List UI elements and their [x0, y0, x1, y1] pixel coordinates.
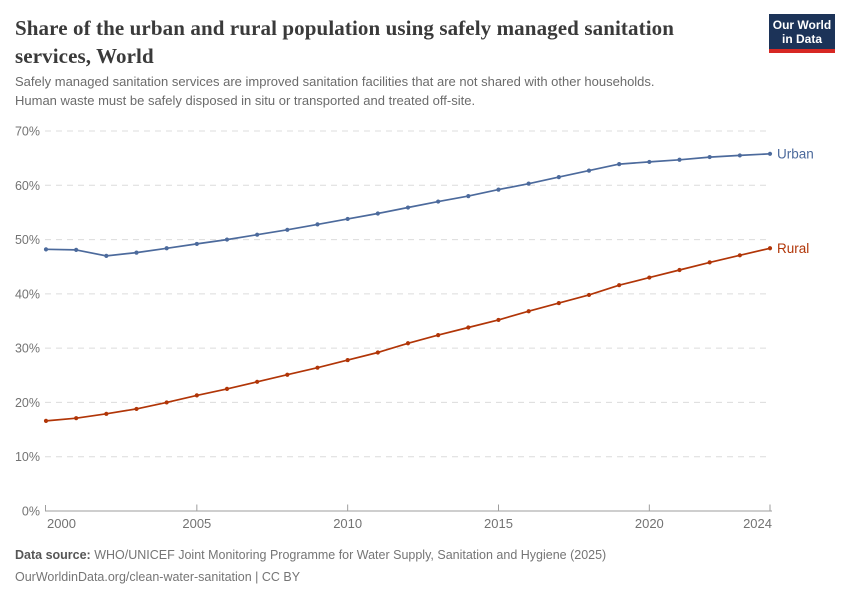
- urban-point-2004[interactable]: [164, 246, 169, 251]
- data-source-line: Data source: WHO/UNICEF Joint Monitoring…: [15, 547, 606, 563]
- urban-point-2006[interactable]: [224, 237, 230, 242]
- rural-line-series[interactable]: [45, 247, 771, 422]
- subtitle-line-2: Human waste must be safely disposed in s…: [15, 93, 476, 108]
- x-axis-label-2010: 2010: [333, 516, 362, 531]
- x-axis-label-2005: 2005: [182, 516, 211, 531]
- rural-point-2024[interactable]: [767, 246, 773, 251]
- chart-subtitle: Safely managed sanitation services are i…: [15, 72, 795, 110]
- rural-point-2004[interactable]: [164, 400, 169, 405]
- data-source-label: Data source:: [15, 548, 91, 562]
- urban-point-2021[interactable]: [677, 157, 682, 162]
- y-axis-label-40: 40%: [15, 287, 40, 301]
- rural-point-2016[interactable]: [526, 309, 531, 314]
- rural-point-2017[interactable]: [556, 300, 561, 306]
- owid-logo[interactable]: Our World in Data: [769, 14, 835, 53]
- y-axis-label-0: 0%: [22, 505, 40, 519]
- rural-point-2010[interactable]: [345, 357, 350, 363]
- urban-point-2009[interactable]: [315, 222, 320, 227]
- y-axis-label-20: 20%: [15, 396, 40, 410]
- urban-point-2000[interactable]: [43, 247, 49, 252]
- x-axis-label-2020: 2020: [635, 516, 664, 531]
- owid-logo-line-2: in Data: [781, 32, 822, 46]
- owid-logo-line-1: Our World: [772, 18, 832, 32]
- subtitle-line-1: Safely managed sanitation services are i…: [15, 74, 655, 89]
- title-line-1: Share of the urban and rural population …: [15, 16, 675, 40]
- rural-point-2000[interactable]: [43, 418, 49, 423]
- urban-point-2024[interactable]: [767, 151, 773, 156]
- data-source-text: WHO/UNICEF Joint Monitoring Programme fo…: [90, 548, 607, 562]
- urban-point-2008[interactable]: [285, 227, 290, 232]
- rural-point-2009[interactable]: [315, 365, 320, 370]
- urban-point-2005[interactable]: [194, 241, 199, 247]
- rural-series-label[interactable]: Rural: [777, 241, 809, 256]
- rural-point-2007[interactable]: [255, 379, 260, 384]
- urban-point-2017[interactable]: [556, 175, 561, 180]
- urban-point-2012[interactable]: [405, 205, 411, 210]
- rural-point-2013[interactable]: [436, 333, 441, 338]
- y-axis-label-60: 60%: [15, 179, 40, 193]
- rural-point-2015[interactable]: [496, 317, 501, 323]
- urban-point-2002[interactable]: [104, 253, 109, 258]
- x-axis-label-2000: 2000: [47, 516, 76, 531]
- y-axis-label-70: 70%: [15, 125, 40, 139]
- rural-point-2011[interactable]: [375, 350, 380, 355]
- urban-point-2019[interactable]: [617, 162, 622, 167]
- urban-point-2016[interactable]: [526, 181, 531, 186]
- rural-point-2022[interactable]: [707, 260, 712, 265]
- urban-point-2013[interactable]: [436, 199, 441, 204]
- rural-point-2001[interactable]: [74, 416, 79, 421]
- y-axis-label-10: 10%: [15, 450, 40, 464]
- rural-point-2006[interactable]: [224, 386, 230, 391]
- urban-point-2007[interactable]: [255, 232, 260, 237]
- urban-line-series[interactable]: [45, 152, 771, 257]
- footer-link-line[interactable]: OurWorldinData.org/clean-water-sanitatio…: [15, 569, 300, 585]
- rural-point-2019[interactable]: [617, 283, 622, 288]
- y-axis-label-50: 50%: [15, 233, 40, 247]
- urban-point-2018[interactable]: [586, 168, 592, 173]
- chart-svg[interactable]: 0% 10% 20% 30% 40% 50% 60% 70% 2000 2005 2010 2015 2…: [0, 113, 850, 541]
- urban-point-2010[interactable]: [345, 216, 350, 222]
- urban-point-2011[interactable]: [375, 211, 380, 216]
- rural-point-2018[interactable]: [586, 292, 592, 298]
- urban-point-2014[interactable]: [466, 194, 471, 199]
- rural-point-2008[interactable]: [285, 372, 290, 377]
- urban-point-2001[interactable]: [74, 247, 79, 252]
- rural-point-2005[interactable]: [194, 393, 199, 398]
- urban-point-2022[interactable]: [707, 154, 712, 160]
- x-axis-label-2024: 2024: [743, 516, 772, 531]
- urban-point-2003[interactable]: [134, 250, 139, 255]
- urban-point-2015[interactable]: [496, 187, 501, 192]
- title-line-2: services, World: [15, 44, 154, 68]
- urban-series-label[interactable]: Urban: [777, 146, 814, 161]
- page-title: Share of the urban and rural population …: [15, 14, 760, 70]
- x-axis-label-2015: 2015: [484, 516, 513, 531]
- rural-point-2023[interactable]: [737, 253, 742, 258]
- y-axis-label-30: 30%: [15, 342, 40, 356]
- footer-link-text: OurWorldinData.org/clean-water-sanitatio…: [15, 570, 301, 584]
- rural-point-2014[interactable]: [466, 325, 471, 330]
- rural-point-2021[interactable]: [677, 267, 682, 273]
- rural-point-2002[interactable]: [104, 411, 109, 416]
- rural-point-2012[interactable]: [405, 341, 411, 346]
- rural-point-2003[interactable]: [134, 406, 139, 412]
- urban-point-2020[interactable]: [647, 159, 652, 165]
- rural-point-2020[interactable]: [647, 275, 652, 280]
- urban-point-2023[interactable]: [737, 153, 742, 158]
